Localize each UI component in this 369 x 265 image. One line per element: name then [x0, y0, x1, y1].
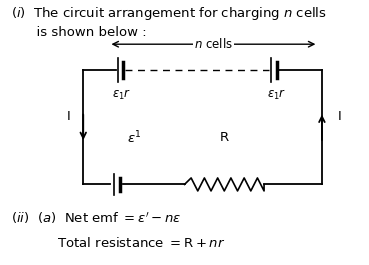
- Text: $\varepsilon_1 r$: $\varepsilon_1 r$: [267, 88, 286, 103]
- Text: $n$ cells: $n$ cells: [194, 37, 233, 51]
- Text: Total resistance $= \mathrm{R} + nr$: Total resistance $= \mathrm{R} + nr$: [11, 236, 225, 250]
- Text: $\varepsilon^1$: $\varepsilon^1$: [127, 129, 141, 146]
- Text: $(ii)$  $(a)$  Net emf $= \varepsilon^{\prime} - n\varepsilon$: $(ii)$ $(a)$ Net emf $= \varepsilon^{\pr…: [11, 210, 182, 226]
- Text: I: I: [67, 111, 70, 123]
- Text: is shown below :: is shown below :: [11, 26, 146, 39]
- Text: $(i)$  The circuit arrangement for charging $n$ cells: $(i)$ The circuit arrangement for chargi…: [11, 5, 327, 22]
- Text: $\varepsilon_1 r$: $\varepsilon_1 r$: [111, 88, 131, 103]
- Text: R: R: [220, 131, 229, 144]
- Text: I: I: [338, 111, 342, 123]
